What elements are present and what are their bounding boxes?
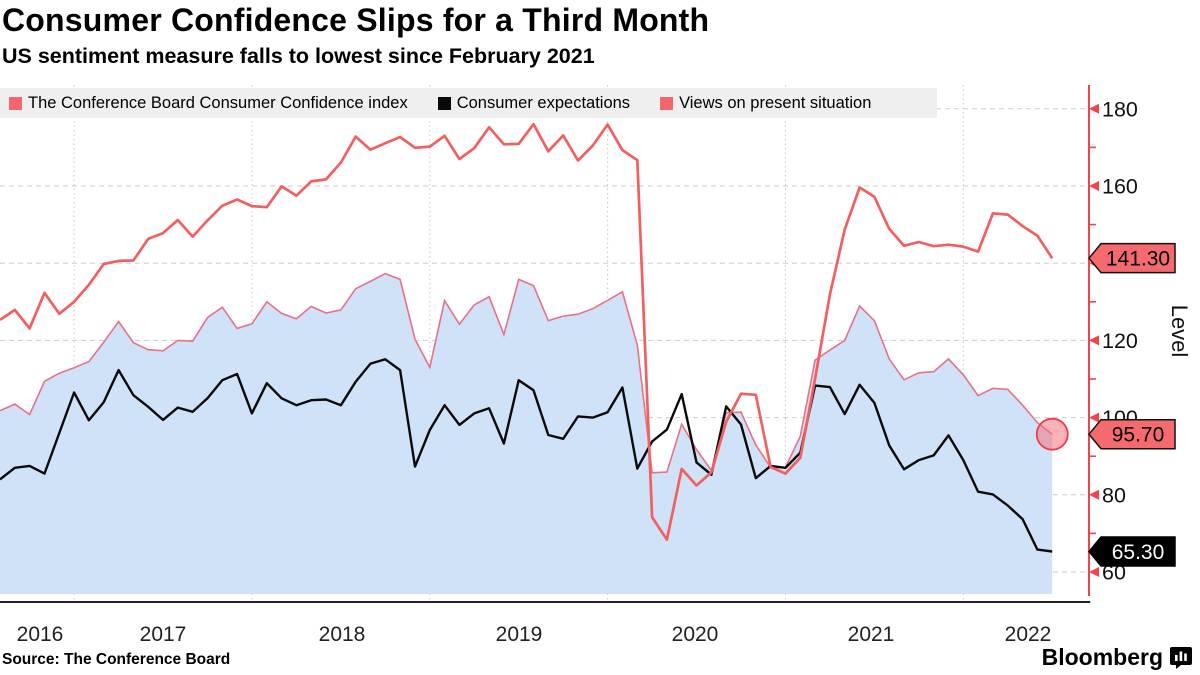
consumer-expectations-swatch-icon xyxy=(437,96,451,110)
present-situation-line xyxy=(0,122,1054,541)
legend-label: Consumer expectations xyxy=(456,93,631,112)
svg-text:160: 160 xyxy=(1102,175,1138,199)
legend-item-confidence-index: The Conference Board Consumer Confidence… xyxy=(9,94,408,113)
bloomberg-logo: Bloomberg xyxy=(1042,644,1192,671)
page-title: Consumer Confidence Slips for a Third Mo… xyxy=(2,2,710,38)
present-situation-swatch-icon xyxy=(660,96,674,110)
legend-label: Views on present situation xyxy=(679,93,872,112)
confidence-index-area xyxy=(0,273,1053,594)
source-note: Source: The Conference Board xyxy=(2,651,231,668)
x-axis-year-labels: 2016 2017 2018 2019 2020 2021 2022 xyxy=(17,623,1052,646)
bloomberg-terminal-icon xyxy=(1170,646,1192,669)
last-value-labels: 141.30 95.70 65.30 xyxy=(1088,242,1176,567)
svg-text:141.30: 141.30 xyxy=(1106,248,1170,271)
chart-legend: The Conference Board Consumer Confidence… xyxy=(0,88,937,118)
legend-item-consumer-expectations: Consumer expectations xyxy=(437,93,631,113)
svg-text:120: 120 xyxy=(1102,329,1138,353)
page-subtitle: US sentiment measure falls to lowest sin… xyxy=(2,44,595,68)
svg-text:2017: 2017 xyxy=(140,623,187,646)
legend-item-present-situation: Views on present situation xyxy=(660,94,871,113)
svg-text:2022: 2022 xyxy=(1005,623,1052,646)
y-axis-title: Level xyxy=(1167,305,1192,358)
confidence-index-swatch-icon xyxy=(9,96,22,110)
svg-text:2016: 2016 xyxy=(17,623,64,646)
svg-text:2021: 2021 xyxy=(848,623,895,646)
y-axis-ticks: 6080100120140160180 xyxy=(1089,97,1138,585)
bloomberg-wordmark: Bloomberg xyxy=(1041,644,1163,670)
last-point-marker xyxy=(1035,417,1069,451)
consumer-expectations-line xyxy=(0,358,1053,553)
legend-label: The Conference Board Consumer Confidence… xyxy=(28,93,408,112)
svg-text:95.70: 95.70 xyxy=(1112,424,1165,447)
svg-text:2019: 2019 xyxy=(496,623,543,646)
svg-text:180: 180 xyxy=(1102,97,1138,121)
svg-text:80: 80 xyxy=(1102,483,1126,507)
svg-text:65.30: 65.30 xyxy=(1112,541,1165,564)
svg-text:2018: 2018 xyxy=(319,623,366,646)
confidence-index-line xyxy=(0,272,1053,474)
svg-text:2020: 2020 xyxy=(672,623,719,646)
